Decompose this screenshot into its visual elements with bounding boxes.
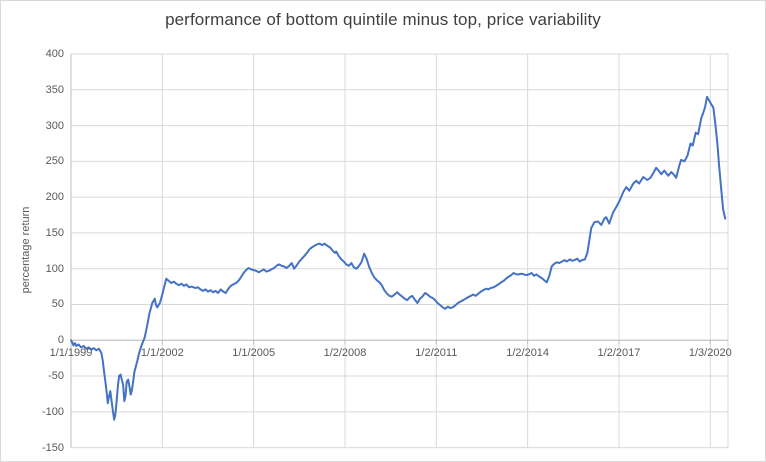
y-tick-label: 400 <box>45 48 64 60</box>
x-tick-label: 1/1/2002 <box>140 347 184 359</box>
x-tick-label: 1/2/2008 <box>323 347 367 359</box>
x-tick-label: 1/2/2011 <box>415 347 458 359</box>
y-tick-label: -150 <box>41 441 64 454</box>
y-tick-label: 350 <box>45 83 64 96</box>
y-tick-label: 250 <box>45 155 64 168</box>
x-tick-label: 1/2/2014 <box>506 347 550 359</box>
y-tick-label: 0 <box>57 334 64 347</box>
chart-title: performance of bottom quintile minus top… <box>165 10 601 29</box>
x-tick-label: 1/1/2005 <box>232 347 276 359</box>
x-tick-label: 1/2/2017 <box>597 347 641 359</box>
y-tick-label: -100 <box>41 405 64 418</box>
x-tick-label: 1/3/2020 <box>688 347 732 359</box>
y-tick-label: -50 <box>48 370 64 383</box>
y-tick-label: 300 <box>45 119 64 132</box>
y-tick-label: 100 <box>45 262 64 275</box>
series-line <box>70 95 727 421</box>
y-tick-label: 200 <box>45 191 64 204</box>
y-tick-label: 150 <box>45 226 64 239</box>
y-tick-label: 50 <box>51 298 64 311</box>
x-tick-label: 1/1/1999 <box>49 347 93 359</box>
